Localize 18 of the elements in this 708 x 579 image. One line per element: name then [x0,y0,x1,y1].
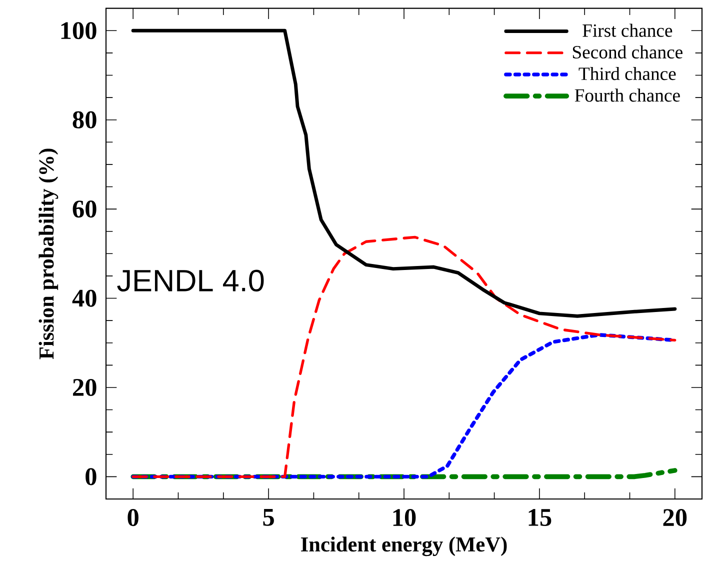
legend-label: Fourth chance [574,88,680,102]
y-tick-label: 100 [61,22,96,40]
y-tick-label: 60 [72,200,96,218]
annotation: JENDL 4.0 [117,270,264,292]
x-tick-label: 5 [263,509,274,526]
y-axis-title: Fission probability (%) [38,148,58,360]
legend-label: Third chance [578,66,676,80]
y-tick-label: 20 [73,378,96,396]
legend-label: Second chance [572,45,682,59]
y-tick-label: 80 [72,111,96,128]
x-tick-label: 15 [528,509,552,526]
x-tick-label: 10 [393,509,416,526]
x-axis-title: Incident energy (MeV) [301,536,507,556]
x-tick-label: 0 [128,509,138,526]
legend-label: First chance [582,24,672,37]
x-tick-label: 20 [663,509,687,526]
y-tick-label: 0 [86,468,96,486]
y-tick-label: 40 [72,290,96,307]
